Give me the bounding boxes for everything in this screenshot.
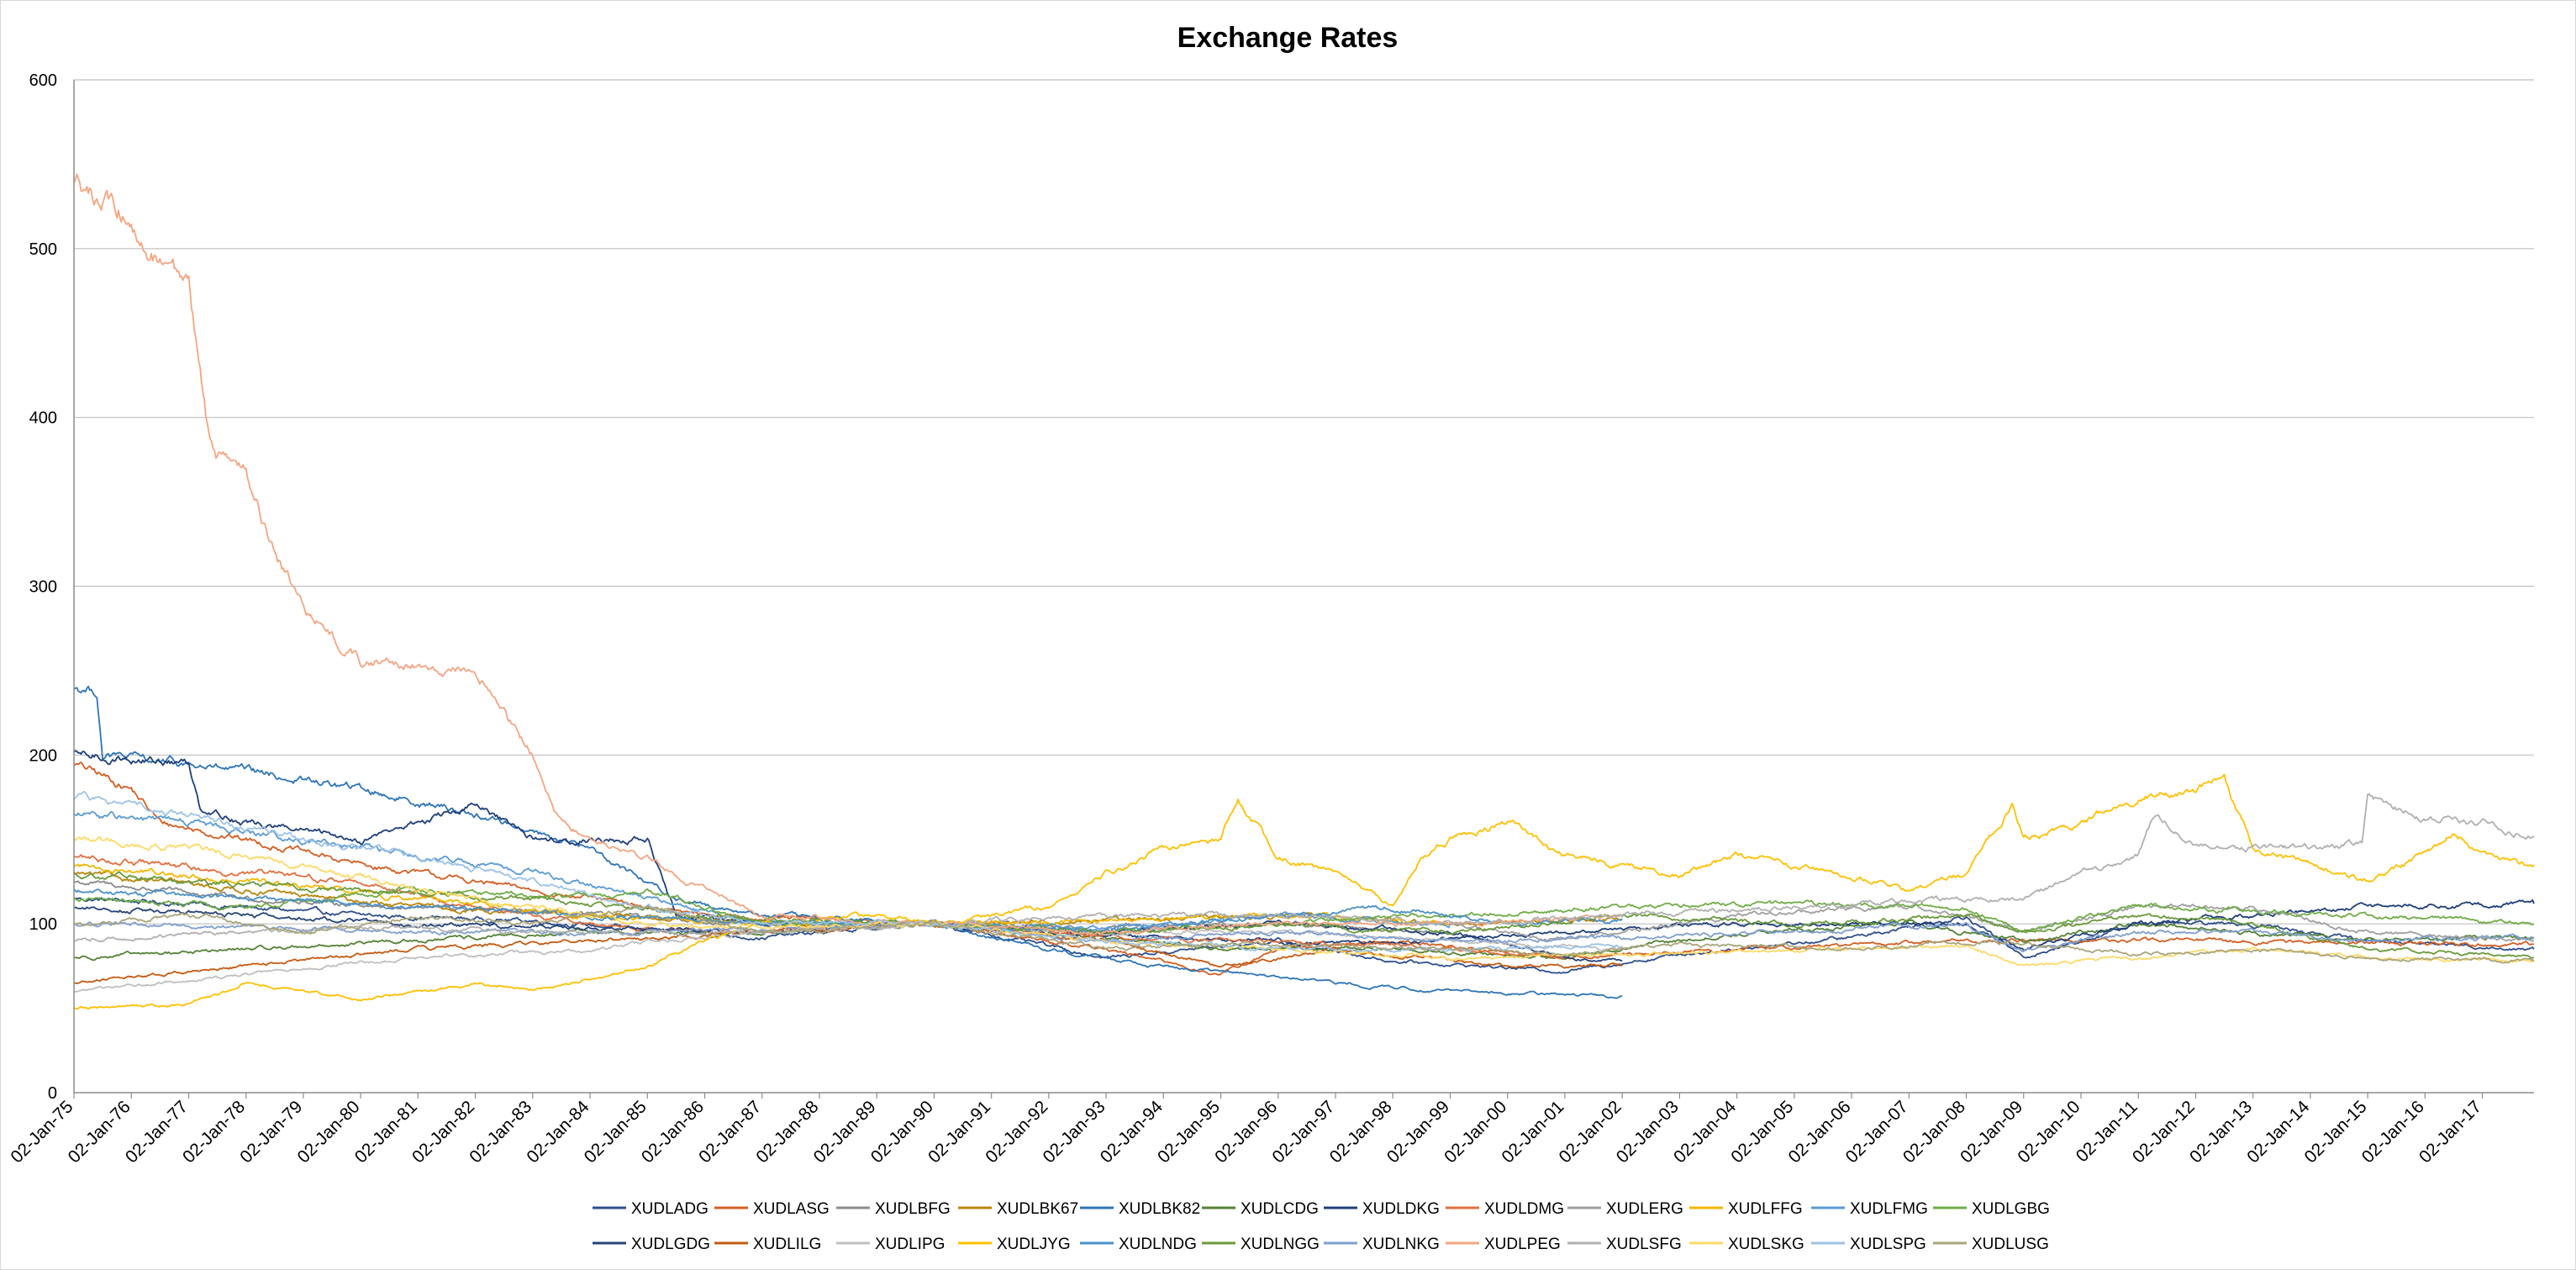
legend-label: XUDLSFG [1606, 1236, 1682, 1253]
legend-entry: XUDLADG [593, 1200, 709, 1218]
legend-entry: XUDLBK67 [958, 1200, 1078, 1218]
y-tick-label: 400 [29, 409, 57, 428]
series-line-xudlfmg [73, 810, 1451, 930]
y-tick-label: 200 [29, 746, 57, 765]
legend-label: XUDLFFG [1728, 1200, 1803, 1218]
series-line-xudlngg [73, 871, 2535, 959]
legend-entry: XUDLBK82 [1080, 1200, 1200, 1218]
legend-entry: XUDLNDG [1080, 1236, 1197, 1253]
legend-label: XUDLCDG [1241, 1200, 1319, 1218]
legend-label: XUDLDKG [1362, 1200, 1440, 1218]
y-tick-label: 300 [29, 578, 57, 597]
legend-label: XUDLILG [753, 1236, 821, 1253]
legend-label: XUDLNDG [1119, 1236, 1197, 1253]
legend-entry: XUDLNKG [1324, 1236, 1440, 1253]
legend-label: XUDLNKG [1362, 1236, 1440, 1253]
x-tick-label: 02-Jan-10 [2014, 1097, 2083, 1167]
legend-label: XUDLBFG [875, 1200, 951, 1218]
series-line-xudlusg [73, 904, 2535, 964]
y-axis-ticks: 0 100 200 300 400 500 600 [29, 71, 57, 1103]
series-line-xudlpeg [73, 173, 1623, 935]
gridlines [74, 79, 2534, 925]
y-tick-label: 0 [48, 1084, 57, 1103]
series-line-xudlndg [73, 888, 1623, 933]
legend-entry: XUDLUSG [1933, 1236, 2049, 1253]
y-tick-label: 100 [29, 915, 57, 934]
legend-label: XUDLBK82 [1119, 1200, 1200, 1218]
series-line-xudlsfg [73, 793, 2535, 943]
legend-entry: XUDLDKG [1324, 1200, 1440, 1218]
legend-entry: XUDLGBG [1933, 1200, 2050, 1218]
legend-entry: XUDLGDG [593, 1236, 710, 1253]
legend-label: XUDLGDG [631, 1236, 710, 1253]
legend-entry: XUDLNGG [1202, 1236, 1320, 1253]
legend-label: XUDLUSG [1972, 1236, 2049, 1253]
legend: XUDLADG XUDLASG XUDLBFG XUDLBK67 XUDLBK82 XUD… [593, 1200, 2050, 1253]
x-tick-label: 02-Jan-17 [2415, 1097, 2485, 1167]
legend-label: XUDLNGG [1241, 1236, 1320, 1253]
series-line-xudlskg [73, 835, 2535, 967]
legend-label: XUDLFMG [1850, 1200, 1928, 1218]
legend-entry: XUDLSPG [1811, 1236, 1926, 1253]
legend-entry: XUDLIPG [836, 1236, 945, 1253]
series-line-xudljyg [74, 773, 2535, 1010]
legend-label: XUDLGBG [1972, 1200, 2050, 1218]
legend-entry: XUDLERG [1567, 1200, 1683, 1218]
legend-label: XUDLPEG [1484, 1236, 1561, 1253]
x-axis-ticks: 02-Jan-7502-Jan-7602-Jan-7702-Jan-7802-J… [7, 1097, 2485, 1167]
legend-entry: XUDLILG [714, 1236, 821, 1253]
legend-entry: XUDLCDG [1202, 1200, 1319, 1218]
legend-entry: XUDLSKG [1689, 1236, 1804, 1253]
legend-entry: XUDLBFG [836, 1200, 951, 1218]
legend-label: XUDLJYG [997, 1236, 1071, 1253]
chart-title: Exchange Rates [1177, 22, 1399, 54]
legend-entry: XUDLJYG [958, 1236, 1071, 1253]
series-line-xudlasg [73, 761, 2534, 976]
series-line-xudldmg [74, 854, 1566, 960]
y-tick-label: 600 [29, 71, 57, 90]
series-line-xudlspg [73, 790, 1623, 953]
legend-entry: XUDLPEG [1446, 1236, 1561, 1253]
legend-label: XUDLSKG [1728, 1236, 1804, 1253]
legend-label: XUDLBK67 [997, 1200, 1078, 1218]
axes [73, 80, 2534, 1099]
legend-entry: XUDLFFG [1689, 1200, 1803, 1218]
legend-entry: XUDLASG [714, 1200, 830, 1218]
legend-label: XUDLERG [1606, 1200, 1683, 1218]
legend-entry: XUDLDMG [1446, 1200, 1564, 1218]
legend-label: XUDLADG [631, 1200, 709, 1218]
legend-label: XUDLSPG [1850, 1236, 1926, 1253]
y-tick-label: 500 [29, 240, 57, 259]
legend-entry: XUDLSFG [1567, 1236, 1682, 1253]
series-lines [73, 173, 2535, 1010]
legend-label: XUDLASG [753, 1200, 830, 1218]
series-line-xudlnkg [73, 920, 2535, 952]
series-line-xudlerg [1449, 903, 2535, 942]
legend-entry: XUDLFMG [1811, 1200, 1928, 1218]
legend-label: XUDLIPG [875, 1236, 945, 1253]
legend-label: XUDLDMG [1484, 1200, 1564, 1218]
series-line-xudldkg [73, 750, 2535, 951]
